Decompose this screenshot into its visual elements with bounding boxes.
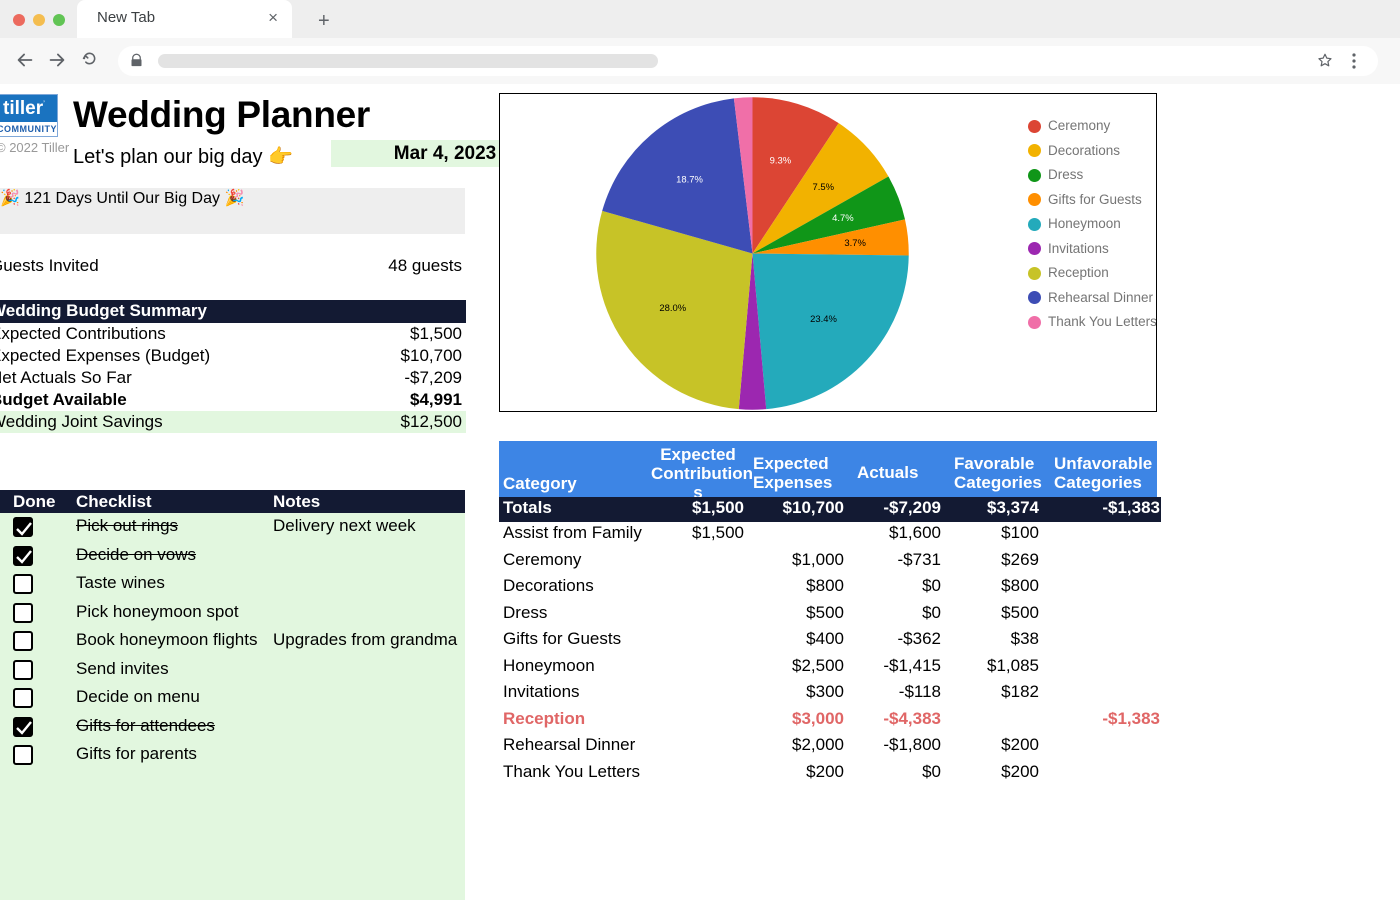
svg-text:28.0%: 28.0% <box>659 303 686 314</box>
svg-text:7.5%: 7.5% <box>813 182 835 193</box>
svg-text:3.7%: 3.7% <box>844 238 866 249</box>
svg-text:4.7%: 4.7% <box>832 213 854 224</box>
svg-text:9.3%: 9.3% <box>770 155 792 166</box>
svg-text:23.4%: 23.4% <box>810 314 837 325</box>
svg-text:18.7%: 18.7% <box>676 174 703 185</box>
